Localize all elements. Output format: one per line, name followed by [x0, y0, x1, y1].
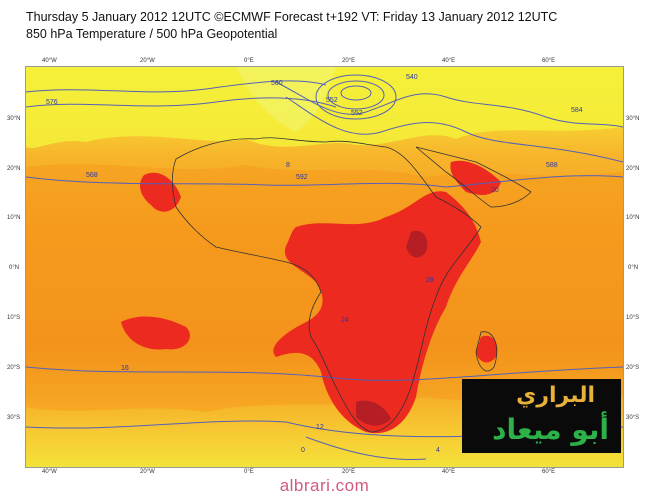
site-url[interactable]: albrari.com [279, 476, 370, 495]
lon-label: 20°E [342, 58, 356, 64]
lat-label: 20°S [7, 365, 21, 371]
contour-line [305, 436, 427, 460]
lon-label: 40°W [42, 469, 57, 475]
contour-low-3 [340, 85, 372, 101]
cold-zone-mediterranean [236, 67, 336, 132]
contour-label: 592 [296, 174, 308, 181]
lon-label: 60°E [542, 58, 556, 64]
lon-label: 40°E [442, 469, 456, 475]
logo-text-top: البراري [516, 383, 595, 408]
lat-label: 10°S [7, 315, 21, 321]
contour-line [26, 175, 623, 188]
contour-line [26, 366, 623, 381]
contour-label: 20 [491, 187, 499, 194]
lat-label: 30°N [7, 116, 21, 122]
forecast-header-line2: 850 hPa Temperature / 500 hPa Geopotenti… [26, 27, 278, 41]
lon-label: 20°E [342, 469, 356, 475]
logo-text-bottom: أبو ميعاد [492, 413, 609, 446]
lon-label: 20°W [140, 58, 155, 64]
contour-low-1 [315, 74, 397, 120]
weather-map: 576 552 584 588 592 552 540 560 568 12 1… [25, 66, 624, 468]
lon-label: 60°E [542, 469, 556, 475]
contour-label: 568 [86, 172, 98, 179]
lat-label: 10°S [626, 315, 640, 321]
hot-zone-madagascar [476, 335, 498, 363]
lat-label: 0°N [9, 265, 20, 271]
lat-label: 10°N [626, 215, 640, 221]
very-hot-zone-east-africa [406, 230, 428, 258]
temperature-map-canvas: 576 552 584 588 592 552 540 560 568 12 1… [26, 67, 623, 467]
contour-low-2 [327, 80, 385, 110]
lat-label: 30°S [7, 415, 21, 421]
hot-zone-west-africa [140, 172, 181, 212]
contour-label: 8 [286, 162, 290, 169]
lat-label: 20°N [7, 166, 21, 172]
forecast-header-line1: Thursday 5 January 2012 12UTC ©ECMWF For… [26, 10, 558, 24]
lon-label: 40°E [442, 58, 456, 64]
contour-label: 16 [121, 365, 129, 372]
contour-label: 28 [426, 277, 434, 284]
contour-labels: 576 552 584 588 592 552 540 560 568 12 1… [46, 74, 583, 454]
contour-label: 576 [46, 99, 58, 106]
contour-line [275, 81, 623, 128]
coastlines [171, 137, 532, 433]
lat-label: 30°N [626, 116, 640, 122]
contour-label: 24 [341, 317, 349, 324]
lon-label: 0°E [244, 469, 254, 475]
lat-label: 30°S [626, 415, 640, 421]
hot-zone-arabia [450, 160, 501, 195]
contour-label: 552 [351, 110, 363, 117]
arabia-outline [415, 146, 532, 208]
contour-line [26, 97, 337, 108]
lon-label: 40°W [42, 58, 57, 64]
contour-label: 560 [271, 80, 283, 87]
lat-label: 10°N [7, 215, 21, 221]
lon-label: 0°E [244, 58, 254, 64]
contour-label: 588 [546, 162, 558, 169]
contour-label: 540 [406, 74, 418, 81]
madagascar-outline [475, 331, 498, 372]
hot-zone-atlantic [121, 316, 190, 350]
lat-label: 20°S [626, 365, 640, 371]
contour-label: 584 [571, 107, 583, 114]
contour-label: 552 [326, 97, 338, 104]
contour-line [285, 96, 623, 163]
contour-label: 4 [436, 447, 440, 454]
hot-zone-central-africa [273, 191, 481, 434]
lat-label: 0°N [628, 265, 639, 271]
contour-line [26, 80, 327, 93]
lon-label: 20°W [140, 469, 155, 475]
watermark-logo: البراري أبو ميعاد [462, 379, 621, 453]
lat-label: 20°N [626, 166, 640, 172]
contour-label: 0 [301, 447, 305, 454]
very-hot-zone-south-africa [356, 400, 391, 426]
contour-label: 12 [316, 424, 324, 431]
africa-outline [171, 137, 482, 433]
